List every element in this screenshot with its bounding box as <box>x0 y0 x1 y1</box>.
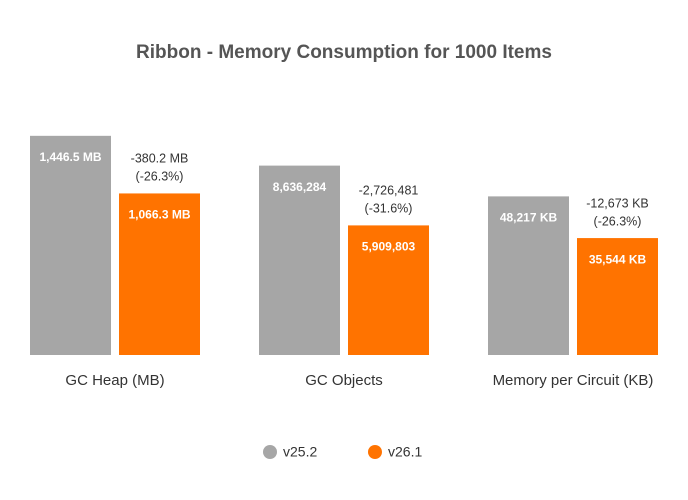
value-label: 48,217 KB <box>500 211 558 225</box>
annotation: (-26.3%) <box>594 214 642 228</box>
value-label: 5,909,803 <box>362 240 416 254</box>
annotation: (-31.6%) <box>365 202 413 216</box>
annotation: -380.2 MB <box>131 152 189 166</box>
annotation: (-26.3%) <box>136 170 184 184</box>
chart-title: Ribbon - Memory Consumption for 1000 Ite… <box>136 42 552 63</box>
value-label: 35,544 KB <box>589 252 647 266</box>
bar <box>348 225 429 355</box>
bar <box>577 238 658 355</box>
annotation: -12,673 KB <box>586 196 649 210</box>
annotation: -2,726,481 <box>359 184 419 198</box>
bar <box>259 165 340 355</box>
legend-label: v26.1 <box>388 444 422 460</box>
x-tick-label: Memory per Circuit (KB) <box>493 372 654 389</box>
bar <box>488 196 569 355</box>
bar <box>30 135 111 355</box>
value-label: 1,066.3 MB <box>128 208 190 222</box>
bar <box>119 193 200 355</box>
x-tick-label: GC Objects <box>305 372 383 389</box>
value-label: 1,446.5 MB <box>39 150 101 164</box>
value-label: 8,636,284 <box>273 180 327 194</box>
x-tick-label: GC Heap (MB) <box>65 372 164 389</box>
legend-swatch <box>263 445 277 459</box>
legend-swatch <box>368 445 382 459</box>
legend-label: v25.2 <box>283 444 317 460</box>
